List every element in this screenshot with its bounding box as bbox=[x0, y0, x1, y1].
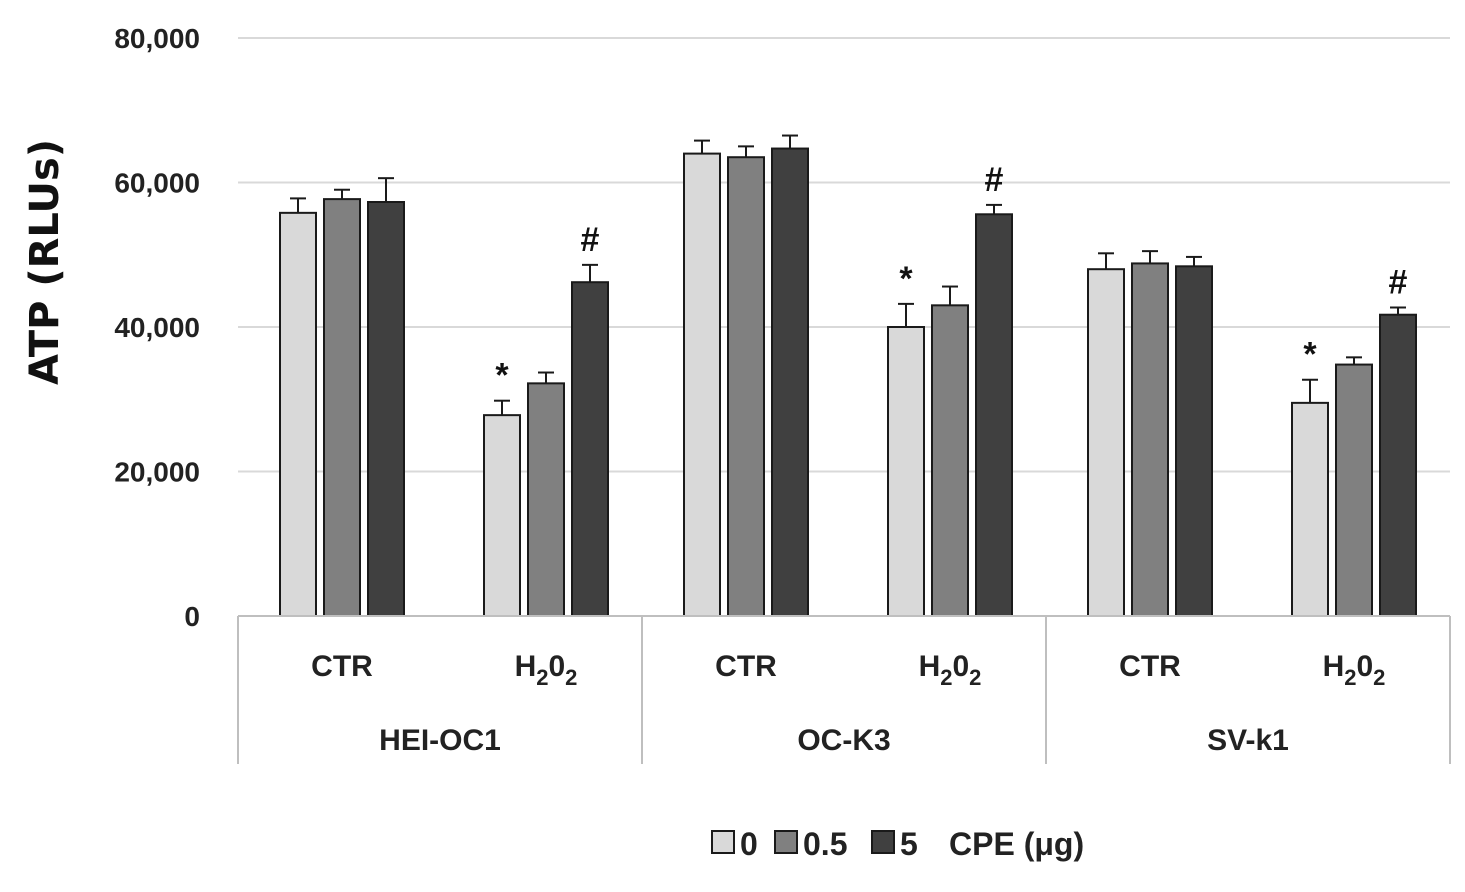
legend-label: 5 bbox=[900, 826, 918, 862]
bar bbox=[771, 147, 809, 617]
category-label: CTR bbox=[311, 650, 373, 683]
y-tick-label: 0 bbox=[184, 601, 200, 632]
bar bbox=[1175, 265, 1213, 617]
y-tick-label: 80,000 bbox=[114, 23, 200, 54]
group-label: SV-k1 bbox=[1207, 724, 1289, 757]
significance-annotations: * # * # * # bbox=[495, 161, 1407, 395]
category-label: H202 bbox=[1323, 650, 1386, 690]
significance-hash: # bbox=[581, 221, 600, 259]
category-label: H202 bbox=[515, 650, 578, 690]
y-axis-ticks: 0 20,000 40,000 60,000 80,000 bbox=[114, 23, 200, 632]
bar bbox=[323, 198, 361, 617]
y-tick-label: 20,000 bbox=[114, 457, 200, 488]
bars bbox=[279, 147, 1417, 618]
significance-asterisk: * bbox=[899, 260, 913, 298]
group-label: HEI-OC1 bbox=[379, 724, 501, 757]
bar bbox=[931, 304, 969, 617]
bar bbox=[727, 156, 765, 617]
y-axis-label: ATP (RLUs) bbox=[22, 139, 68, 385]
significance-hash: # bbox=[1389, 263, 1408, 301]
legend-label: 0 bbox=[740, 826, 758, 862]
error-bars bbox=[290, 134, 1406, 416]
grid-lines bbox=[238, 37, 1450, 473]
x-axis: HEI-OC1 CTR H202 OC-K3 CTR H202 SV-k1 CTR H202 bbox=[237, 615, 1451, 764]
bar bbox=[571, 281, 609, 617]
legend-label: 0.5 bbox=[803, 826, 847, 862]
bar bbox=[1291, 401, 1329, 617]
bar bbox=[483, 414, 521, 617]
significance-asterisk: * bbox=[495, 357, 509, 395]
bar bbox=[887, 326, 925, 617]
legend-swatch bbox=[871, 830, 895, 854]
y-tick-label: 60,000 bbox=[114, 168, 200, 199]
bar bbox=[1087, 268, 1125, 617]
bar bbox=[1131, 262, 1169, 617]
bar bbox=[527, 382, 565, 618]
bar bbox=[975, 213, 1013, 617]
y-tick-label: 40,000 bbox=[114, 312, 200, 343]
category-label: H202 bbox=[919, 650, 982, 690]
significance-hash: # bbox=[985, 161, 1004, 199]
legend-title: CPE (μg) bbox=[949, 826, 1084, 862]
significance-asterisk: * bbox=[1303, 336, 1317, 374]
group-label: OC-K3 bbox=[797, 724, 890, 757]
category-label: CTR bbox=[1119, 650, 1181, 683]
legend-swatch bbox=[774, 830, 798, 854]
legend-swatch bbox=[711, 830, 735, 854]
bar bbox=[683, 152, 721, 617]
bar bbox=[279, 211, 317, 617]
bar bbox=[367, 201, 405, 617]
bar bbox=[1335, 363, 1373, 617]
legend: 0 0.5 5 CPE (μg) bbox=[711, 826, 1084, 862]
category-label: CTR bbox=[715, 650, 777, 683]
bar bbox=[1379, 313, 1417, 617]
